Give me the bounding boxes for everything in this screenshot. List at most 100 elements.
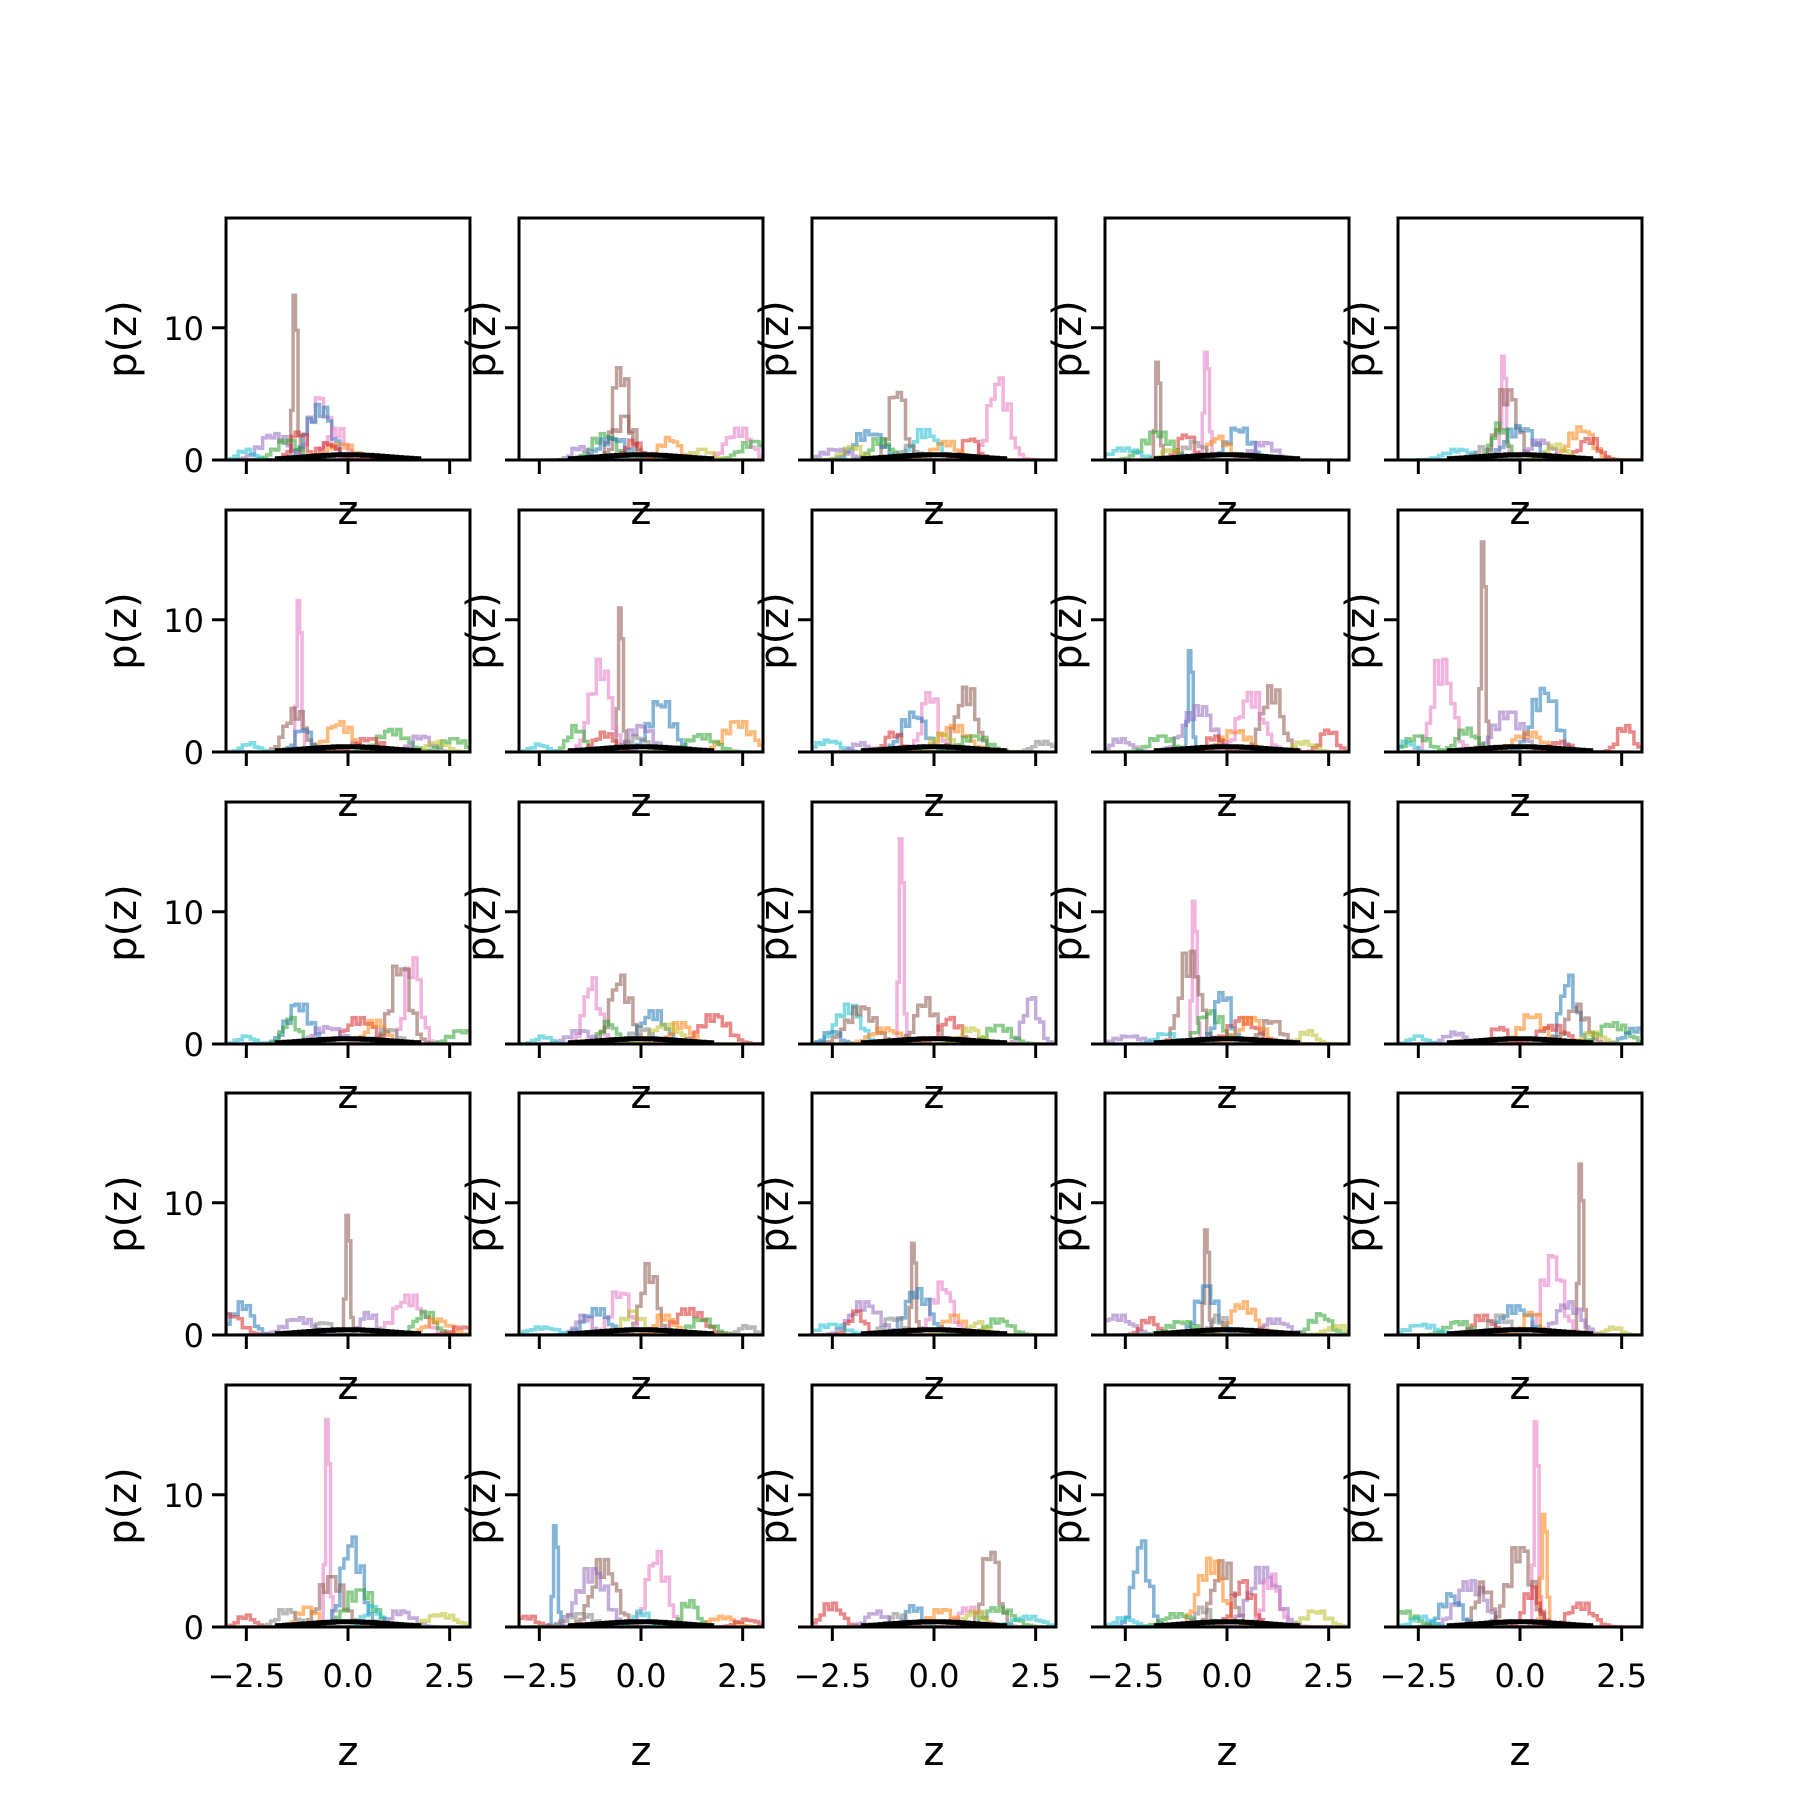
y-tick-label: 10 [163, 1185, 204, 1223]
y-axis-label: p(z) [1338, 884, 1384, 962]
histogram-series [1560, 723, 1642, 752]
y-tick-label: 0 [184, 442, 204, 480]
histogram-series [624, 1598, 759, 1627]
panel-2-5: p(z)z [1338, 508, 1644, 826]
panel-5-1: 0 10 −2.5 0.0 2.5 p(z) z [100, 1383, 475, 1775]
y-tick-label: 10 [163, 602, 204, 640]
panel-4-2: p(z)z [459, 1091, 765, 1409]
histogram-series [541, 1523, 573, 1627]
panel-2-3: p(z)z [752, 508, 1058, 826]
histogram-series [828, 730, 963, 752]
panel-frame [1396, 216, 1644, 462]
histogram-series [333, 1213, 365, 1335]
histogram-series [978, 739, 1056, 752]
histogram-series [1398, 1034, 1488, 1044]
panel-frame [1396, 1091, 1644, 1337]
reference-density [860, 452, 1008, 460]
y-axis-label: p(z) [459, 300, 505, 378]
reference-density [567, 1619, 715, 1627]
panel-frame [517, 508, 765, 754]
y-axis-label: p(z) [1045, 1175, 1091, 1253]
y-axis-label: p(z) [752, 1175, 798, 1253]
x-tick-label: 2.5 [1010, 1657, 1061, 1695]
reference-density [567, 1036, 715, 1044]
histogram-series [925, 1550, 1056, 1627]
reference-density [1153, 452, 1301, 460]
histogram-series [519, 723, 646, 752]
panel-data [1105, 899, 1349, 1044]
histogram-series [1434, 1313, 1569, 1335]
x-axis-label: z [924, 1072, 945, 1118]
panel-5-4: −2.5 0.0 2.5 p(z) z [1045, 1383, 1354, 1775]
y-tick-label: 0 [184, 1026, 204, 1064]
panels-layer: 010p(z)zp(z)zp(z)zp(z)zp(z)z010p(z)zp(z)… [100, 216, 1647, 1775]
histogram-series [1467, 1585, 1602, 1627]
histogram-series [575, 1609, 711, 1627]
y-axis-label: p(z) [459, 1175, 505, 1253]
panel-3-5: p(z) z [1338, 800, 1644, 1118]
x-tick-label: 0.0 [616, 1657, 667, 1695]
panel-frame [1396, 800, 1644, 1046]
reference-density [860, 1327, 1008, 1335]
y-axis-label: p(z) [1338, 300, 1384, 378]
histogram-series [527, 1567, 662, 1627]
histogram-series [1206, 1572, 1341, 1627]
histogram-series [372, 739, 470, 752]
histogram-series [258, 1321, 393, 1335]
panel-4-5: p(z)z [1338, 1091, 1644, 1409]
panel-data [226, 293, 422, 460]
panel-5-5: −2.5 0.0 2.5 p(z) z [1338, 1383, 1647, 1775]
x-tick-label: −2.5 [207, 1657, 285, 1695]
panel-frame [1103, 1091, 1351, 1337]
panel-data [812, 376, 1056, 460]
histogram-series [1418, 445, 1553, 460]
panel-5-2: −2.5 0.0 2.5 p(z) z [459, 1383, 768, 1775]
y-axis-label: p(z) [459, 592, 505, 670]
histogram-series [1398, 739, 1476, 752]
panel-4-3: p(z)z [752, 1091, 1058, 1409]
panel-frame [1103, 800, 1351, 1046]
histogram-series [832, 390, 967, 460]
histogram-series [812, 1601, 902, 1627]
reference-density [1153, 1619, 1301, 1627]
panel-frame [1103, 508, 1351, 754]
histogram-series [864, 690, 1000, 752]
reference-density [1153, 744, 1301, 752]
panel-1-3: p(z)z [752, 216, 1058, 534]
y-tick-label: 0 [184, 734, 204, 772]
histogram-series [1239, 739, 1349, 752]
panel-frame [810, 1383, 1058, 1629]
y-axis-label: p(z) [100, 884, 146, 962]
histogram-series [812, 740, 930, 752]
histogram-series [226, 1034, 316, 1044]
histogram-series [1469, 540, 1501, 752]
panel-data [812, 1550, 1056, 1627]
histogram-series [1105, 1316, 1219, 1335]
panel-frame [810, 508, 1058, 754]
panel-4-4: p(z)z [1045, 1091, 1351, 1409]
panel-2-4: p(z)z [1045, 508, 1351, 826]
histogram-series [519, 742, 609, 752]
panel-data [812, 685, 1056, 752]
histogram-series [1271, 1323, 1349, 1335]
x-axis-label: z [1217, 1072, 1238, 1118]
y-axis-label: p(z) [100, 592, 146, 670]
histogram-series [1105, 1539, 1211, 1627]
histogram-series [681, 1617, 763, 1627]
x-tick-label: 2.5 [717, 1657, 768, 1695]
histogram-series [1467, 1310, 1602, 1335]
panel-3-2: p(z) z [459, 800, 765, 1118]
reference-density [860, 1619, 1008, 1627]
histogram-series [519, 1614, 597, 1627]
histogram-series [1121, 433, 1256, 460]
histogram-series [1105, 448, 1240, 460]
histogram-series [1157, 990, 1293, 1044]
histogram-series [1243, 1029, 1349, 1044]
y-axis-label: p(z) [100, 1175, 146, 1253]
reference-density [1446, 452, 1594, 460]
histogram-series [1434, 1025, 1569, 1044]
y-tick-label: 10 [163, 894, 204, 932]
reference-density [274, 744, 422, 752]
